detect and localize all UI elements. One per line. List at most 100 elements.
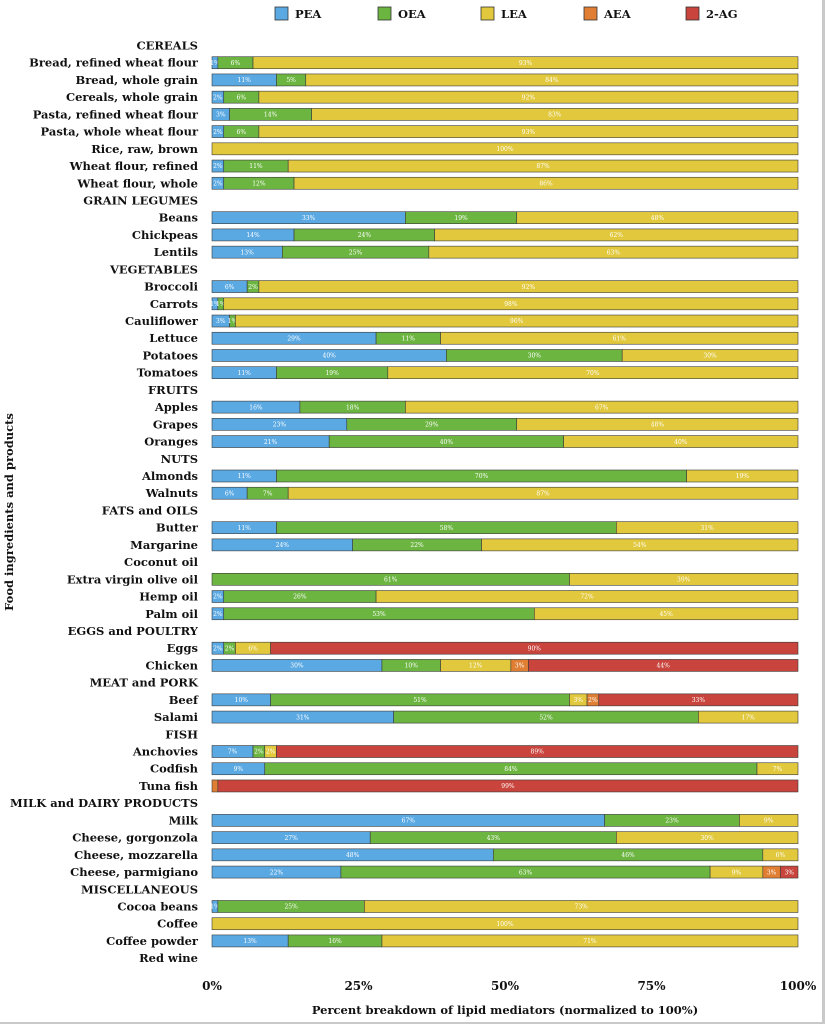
data-label: 93%: [522, 129, 536, 136]
bar-segment-lea: [311, 108, 799, 121]
data-label: 2%: [248, 284, 258, 291]
data-label: 9%: [732, 869, 742, 876]
data-label: 1%: [216, 301, 226, 308]
data-label: 11%: [402, 335, 416, 342]
data-label: 98%: [504, 301, 518, 308]
bar-row: 1% 25% 73%: [210, 900, 799, 913]
data-label: 70%: [586, 370, 600, 377]
data-label: 16%: [249, 404, 263, 411]
group-label: MEAT and PORK: [90, 676, 199, 690]
row-label: Chickpeas: [132, 228, 198, 242]
bar-row: 48% 46% 6%: [211, 848, 799, 862]
bar-row: 100%: [211, 142, 799, 156]
bar-row: 11% 58% 31%: [211, 521, 799, 534]
data-label: 11%: [249, 163, 263, 170]
bar-row: 30% 10% 12% 3% 44%: [211, 659, 799, 672]
x-axis: 0% 25% 50% 75% 100%: [202, 979, 817, 993]
data-label: 11%: [238, 77, 252, 84]
legend-swatch: [685, 6, 700, 21]
data-label: 67%: [402, 818, 416, 825]
data-label: 1%: [210, 60, 220, 67]
bar-segment-lea: [211, 917, 799, 931]
bar-segment-lea: [686, 469, 799, 483]
data-label: 61%: [613, 335, 627, 342]
row-label: Pasta, whole wheat flour: [41, 125, 199, 139]
bars: 1% 6% 93% 11% 5% 84% 2% 6% 92% 3% 14% 83% 2% 6% 93% 100…: [210, 56, 799, 948]
row-label: Walnuts: [145, 486, 198, 500]
data-label: 89%: [531, 749, 545, 756]
bar-segment-lea: [698, 710, 799, 724]
x-tick-label: 100%: [780, 979, 817, 993]
bar-segment-lea: [258, 280, 799, 293]
data-label: 70%: [475, 473, 489, 480]
group-label: VEGETABLES: [109, 262, 198, 276]
bar-row: 13% 16% 71%: [211, 934, 799, 948]
row-label: Bread, refined wheat flour: [29, 56, 199, 70]
x-tick-label: 0%: [202, 979, 222, 993]
data-label: 72%: [580, 594, 594, 601]
bar-row: 27% 43% 30%: [211, 831, 799, 844]
data-label: 45%: [659, 611, 673, 618]
row-label: Wheat flour, refined: [69, 159, 198, 173]
data-label: 86%: [539, 180, 553, 187]
legend-label: PEA: [295, 7, 322, 21]
data-label: 46%: [621, 852, 635, 859]
row-label: Bread, whole grain: [76, 73, 199, 87]
bar-row: 61% 39%: [211, 573, 799, 586]
bar-row: 67% 23% 9%: [211, 814, 799, 827]
data-label: 87%: [536, 490, 550, 497]
data-label: 58%: [440, 525, 454, 532]
bar-segment-lea: [739, 814, 799, 827]
row-label: Tomatoes: [137, 366, 198, 380]
data-label: 3%: [515, 663, 525, 670]
bar-segment-lea: [481, 538, 799, 552]
legend-label: AEA: [603, 7, 632, 21]
bar-segment-lea: [235, 314, 799, 328]
bar-row: 21% 40% 40%: [211, 435, 799, 448]
row-label: Codfish: [150, 762, 199, 776]
row-labels: CEREALS Bread, refined wheat flour Bread, …: [10, 39, 199, 966]
bar-segment-lea: [516, 418, 799, 431]
data-label: 9%: [234, 766, 244, 773]
data-label: 6%: [776, 852, 786, 859]
data-label: 2%: [225, 645, 235, 652]
data-label: 2%: [266, 749, 276, 756]
data-label: 2%: [213, 594, 223, 601]
legend: PEA OEA LEA AEA 2-AG: [274, 6, 738, 21]
data-label: 39%: [677, 577, 691, 584]
row-label: Cheese, mozzarella: [74, 848, 198, 862]
bar-row: 11% 70% 19%: [211, 469, 799, 483]
bar-segment-2-ag: [217, 779, 799, 793]
data-label: 30%: [528, 353, 542, 360]
row-label: Red wine: [139, 951, 198, 965]
bar-segment-2-ag: [780, 865, 799, 879]
data-label: 12%: [252, 180, 266, 187]
data-label: 2%: [254, 749, 264, 756]
bar-segment-lea: [616, 831, 799, 844]
row-label: Coconut oil: [124, 555, 199, 569]
data-label: 22%: [410, 542, 424, 549]
bar-segment-lea: [364, 900, 799, 913]
bar-row: 40% 30% 30%: [211, 349, 799, 362]
bar-segment-lea: [516, 211, 799, 224]
bar-row: 9% 84% 7%: [211, 762, 799, 776]
data-label: 2%: [213, 163, 223, 170]
group-label: EGGS and POULTRY: [68, 624, 199, 638]
group-label: GRAIN LEGUMES: [83, 193, 198, 207]
data-label: 13%: [240, 249, 254, 256]
data-label: 6%: [225, 284, 235, 291]
data-label: 14%: [246, 232, 260, 239]
data-label: 31%: [700, 525, 714, 532]
row-label: Beans: [159, 211, 198, 225]
data-label: 62%: [610, 232, 624, 239]
bar-segment-lea: [563, 435, 799, 448]
bar-segment-lea: [621, 349, 799, 362]
bar-row: 31% 52% 17%: [211, 710, 799, 724]
data-label: 24%: [276, 542, 290, 549]
row-label: Coffee powder: [106, 934, 199, 948]
bar-segment-lea: [258, 90, 799, 104]
bar-row: 99%: [211, 779, 799, 793]
row-label: Oranges: [144, 435, 198, 449]
bar-row: 100%: [211, 917, 799, 931]
data-label: 1%: [228, 318, 238, 325]
